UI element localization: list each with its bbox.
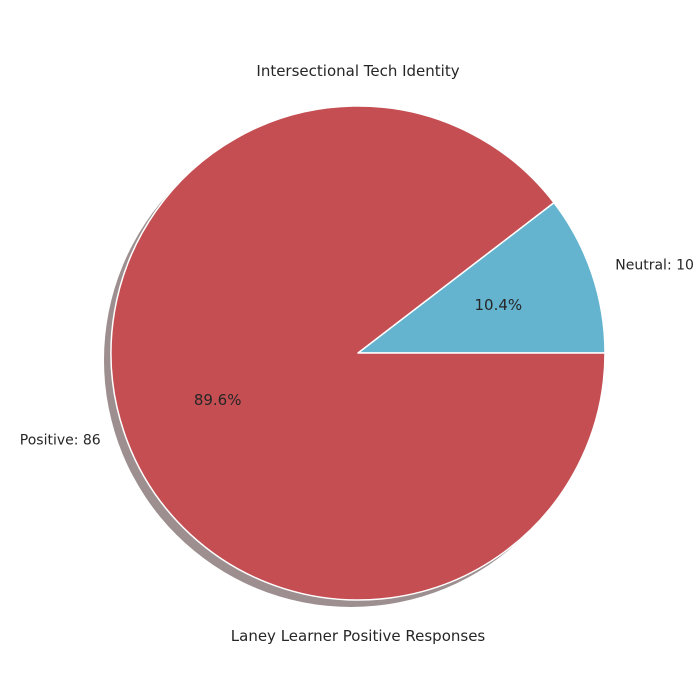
slice-percent-0: 10.4% bbox=[475, 296, 523, 314]
slice-percent-1: 89.6% bbox=[194, 391, 242, 409]
slice-label-1: Positive: 86 bbox=[20, 432, 101, 448]
pie-labels: Neutral: 10 10.4% Positive: 86 89.6% bbox=[20, 258, 694, 449]
chart-title: Intersectional Tech Identity bbox=[256, 62, 459, 80]
slice-label-0: Neutral: 10 bbox=[615, 258, 694, 274]
pie-slice-0 bbox=[357, 201, 606, 354]
chart-xlabel: Laney Learner Positive Responses bbox=[231, 627, 486, 645]
pie-slice-1 bbox=[110, 105, 606, 601]
pie-slices bbox=[110, 105, 606, 601]
